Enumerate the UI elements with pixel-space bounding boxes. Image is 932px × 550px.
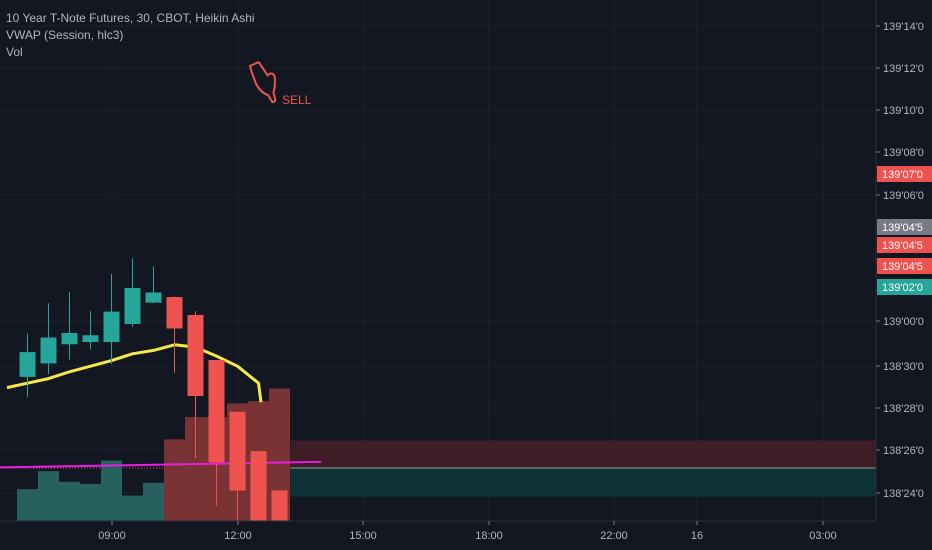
time-tick-label: 15:00 [349, 530, 377, 542]
time-tick-label: 18:00 [475, 530, 503, 542]
price-tick-label: 138'30'0 [883, 361, 924, 373]
candle-body[interactable] [187, 315, 204, 396]
candle-body[interactable] [40, 337, 57, 364]
price-tick-label: 138'24'0 [883, 488, 924, 500]
volume-bar [38, 471, 59, 521]
price-label-text: 139'07'0 [882, 169, 923, 181]
volume-bar [185, 417, 206, 521]
price-tick-label: 139'00'0 [883, 316, 924, 328]
price-label-text: 139'04'5 [882, 222, 923, 234]
price-label-target [877, 279, 932, 295]
price-axis[interactable] [876, 0, 932, 550]
time-tick-label: 12:00 [224, 530, 252, 542]
volume-bar [101, 460, 122, 521]
candle-body[interactable] [250, 451, 267, 529]
candle-body[interactable] [166, 297, 183, 329]
price-label-current [877, 219, 932, 235]
stop-loss-zone[interactable] [290, 440, 877, 468]
time-tick-label: 03:00 [809, 530, 837, 542]
price-label-down [877, 237, 932, 253]
volume-bar [80, 483, 101, 521]
hand-pointing-down-icon[interactable] [248, 58, 284, 105]
candle-body[interactable] [145, 292, 162, 303]
price-label-down [877, 258, 932, 274]
sell-annotation-label[interactable]: SELL [282, 93, 312, 107]
volume-bar [122, 495, 143, 521]
price-tick-label: 139'10'0 [883, 105, 924, 117]
volume-bar [164, 439, 185, 521]
chart-title[interactable]: 10 Year T-Note Futures, 30, CBOT, Heikin… [6, 11, 255, 25]
time-axis[interactable] [0, 521, 932, 550]
price-tick-label: 138'26'0 [883, 445, 924, 457]
time-tick-label: 22:00 [600, 530, 628, 542]
moving-average-line[interactable] [6, 343, 263, 403]
vwap-line[interactable] [0, 460, 322, 469]
time-tick-label: 16 [691, 530, 703, 542]
price-label-text: 139'04'5 [882, 240, 923, 252]
price-label-text: 139'04'5 [882, 261, 923, 273]
candle-body[interactable] [103, 311, 120, 342]
profit-target-zone[interactable] [290, 468, 877, 497]
price-label-stop [877, 166, 932, 182]
time-tick-label: 09:00 [98, 530, 126, 542]
candle-body[interactable] [19, 352, 36, 377]
candle-body[interactable] [124, 288, 141, 324]
price-label-text: 139'02'0 [882, 282, 923, 294]
volume-indicator-label[interactable]: Vol [6, 45, 23, 59]
volume-bar [143, 482, 164, 521]
price-tick-label: 139'14'0 [883, 21, 924, 33]
price-tick-label: 139'12'0 [883, 63, 924, 75]
chart-legend: 10 Year T-Note Futures, 30, CBOT, Heikin… [6, 10, 255, 61]
candle-body[interactable] [61, 333, 78, 345]
candle-body[interactable] [229, 411, 246, 491]
volume-bar [269, 388, 290, 521]
price-tick-label: 139'06'0 [883, 190, 924, 202]
candle-body[interactable] [208, 360, 225, 463]
candle-body[interactable] [82, 335, 99, 342]
price-tick-label: 138'28'0 [883, 403, 924, 415]
price-tick-label: 139'08'0 [883, 147, 924, 159]
volume-bar [59, 481, 80, 521]
volume-bar [17, 489, 38, 521]
vwap-indicator-label[interactable]: VWAP (Session, hlc3) [6, 28, 124, 42]
